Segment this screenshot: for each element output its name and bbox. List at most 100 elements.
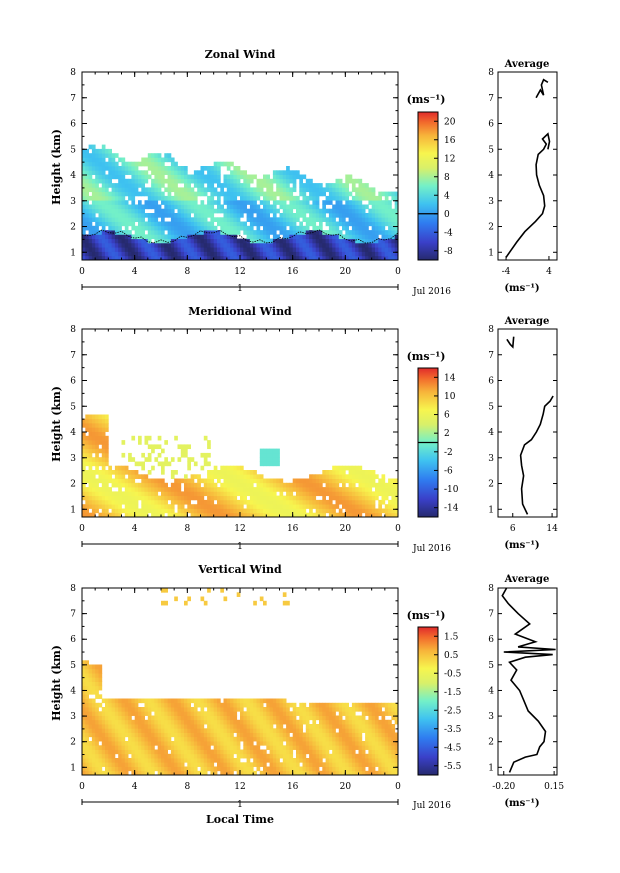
heatmap-cell bbox=[85, 728, 89, 733]
heatmap-cell bbox=[200, 724, 205, 729]
heatmap-cell bbox=[213, 217, 218, 222]
heatmap-cell bbox=[167, 195, 172, 201]
heatmap-cell bbox=[193, 698, 198, 704]
heatmap-cell bbox=[134, 251, 139, 257]
heatmap-cell bbox=[282, 592, 287, 597]
heatmap-cell bbox=[309, 234, 313, 240]
heatmap-cell bbox=[82, 762, 86, 767]
heatmap-cell bbox=[272, 732, 277, 738]
heatmap-cell bbox=[388, 200, 392, 205]
heatmap-cell bbox=[256, 195, 261, 201]
profile-y-tick-label: 5 bbox=[488, 145, 494, 155]
heatmap-cell bbox=[138, 217, 142, 222]
heatmap-cell bbox=[305, 762, 310, 767]
heatmap-cell bbox=[243, 753, 247, 759]
heatmap-cell bbox=[147, 238, 152, 244]
profile-title: Average bbox=[504, 316, 550, 327]
heatmap-cell bbox=[361, 719, 366, 725]
heatmap-cell bbox=[95, 465, 99, 471]
heatmap-cell bbox=[296, 508, 300, 514]
heatmap-cell bbox=[233, 487, 238, 492]
heatmap-cell bbox=[167, 762, 172, 767]
heatmap-cell bbox=[246, 474, 251, 479]
heatmap-cell bbox=[95, 736, 99, 742]
heatmap-cell bbox=[223, 508, 228, 514]
heatmap-cell bbox=[335, 707, 340, 712]
heatmap-cell bbox=[365, 251, 369, 257]
heatmap-cell bbox=[161, 166, 165, 171]
heatmap-cell bbox=[108, 255, 112, 261]
heatmap-cell bbox=[114, 225, 119, 231]
heatmap-cell bbox=[253, 234, 257, 240]
heatmap-cell bbox=[296, 200, 300, 205]
heatmap-cell bbox=[167, 745, 172, 750]
heatmap-cell bbox=[259, 187, 264, 193]
heatmap-cell bbox=[197, 191, 201, 197]
heatmap-cell bbox=[82, 423, 86, 428]
heatmap-cell bbox=[85, 153, 89, 158]
heatmap-cell bbox=[381, 478, 386, 484]
heatmap-cell bbox=[217, 504, 221, 509]
heatmap-cell bbox=[276, 749, 280, 755]
heatmap-cell bbox=[286, 741, 290, 746]
heatmap-cell bbox=[394, 504, 399, 509]
heatmap-cell bbox=[193, 195, 198, 201]
heatmap-cell bbox=[325, 719, 330, 725]
heatmap-cell bbox=[292, 487, 297, 492]
heatmap-cell bbox=[368, 487, 373, 492]
heatmap-field bbox=[82, 414, 399, 518]
heatmap-cell bbox=[266, 217, 270, 222]
heatmap-cell bbox=[335, 200, 340, 205]
heatmap-cell bbox=[305, 225, 310, 231]
heatmap-cell bbox=[348, 482, 353, 488]
heatmap-cell bbox=[315, 200, 320, 205]
heatmap-cell bbox=[338, 512, 343, 518]
heatmap-cell bbox=[305, 758, 310, 763]
heatmap-cell bbox=[296, 499, 300, 505]
heatmap-cell bbox=[147, 166, 152, 171]
heatmap-cell bbox=[101, 448, 106, 454]
heatmap-cell bbox=[91, 664, 96, 670]
heatmap-cell bbox=[95, 448, 99, 454]
heatmap-cell bbox=[88, 242, 93, 248]
heatmap-cell bbox=[167, 719, 172, 725]
heatmap-cell bbox=[101, 508, 106, 514]
heatmap-cell bbox=[391, 770, 396, 776]
heatmap-cell bbox=[240, 702, 244, 708]
heatmap-cell bbox=[299, 491, 303, 497]
heatmap-cell bbox=[365, 255, 369, 261]
heatmap-cell bbox=[180, 247, 185, 252]
heatmap-cell bbox=[358, 491, 363, 497]
heatmap-cell bbox=[223, 711, 228, 716]
heatmap-cell bbox=[315, 208, 320, 214]
heatmap-cell bbox=[348, 741, 353, 746]
heatmap-cell bbox=[144, 491, 149, 497]
heatmap-cell bbox=[141, 711, 145, 716]
heatmap-cell bbox=[282, 170, 287, 175]
heatmap-cell bbox=[263, 758, 267, 763]
heatmap-cell bbox=[164, 495, 168, 501]
heatmap-cell bbox=[289, 758, 294, 763]
heatmap-cell bbox=[240, 183, 244, 188]
heatmap-cell bbox=[384, 741, 389, 746]
heatmap-cell bbox=[88, 457, 93, 462]
heatmap-cell bbox=[177, 204, 182, 210]
heatmap-cell bbox=[157, 728, 162, 733]
heatmap-cell bbox=[394, 491, 399, 497]
heatmap-cell bbox=[289, 170, 294, 175]
heatmap-cell bbox=[335, 213, 340, 218]
heatmap-cell bbox=[98, 512, 103, 518]
heatmap-cell bbox=[305, 512, 310, 518]
heatmap-cell bbox=[147, 715, 152, 721]
heatmap-cell bbox=[266, 251, 270, 257]
heatmap-cell bbox=[108, 465, 112, 471]
heatmap-cell bbox=[88, 225, 93, 231]
heatmap-cell bbox=[154, 749, 159, 755]
heatmap-cell bbox=[342, 719, 346, 725]
heatmap-cell bbox=[345, 242, 349, 248]
heatmap-cell bbox=[319, 728, 323, 733]
heatmap-cell bbox=[236, 766, 241, 772]
heatmap-cell bbox=[312, 478, 317, 484]
heatmap-cell bbox=[246, 711, 251, 716]
heatmap-cell bbox=[200, 191, 205, 197]
